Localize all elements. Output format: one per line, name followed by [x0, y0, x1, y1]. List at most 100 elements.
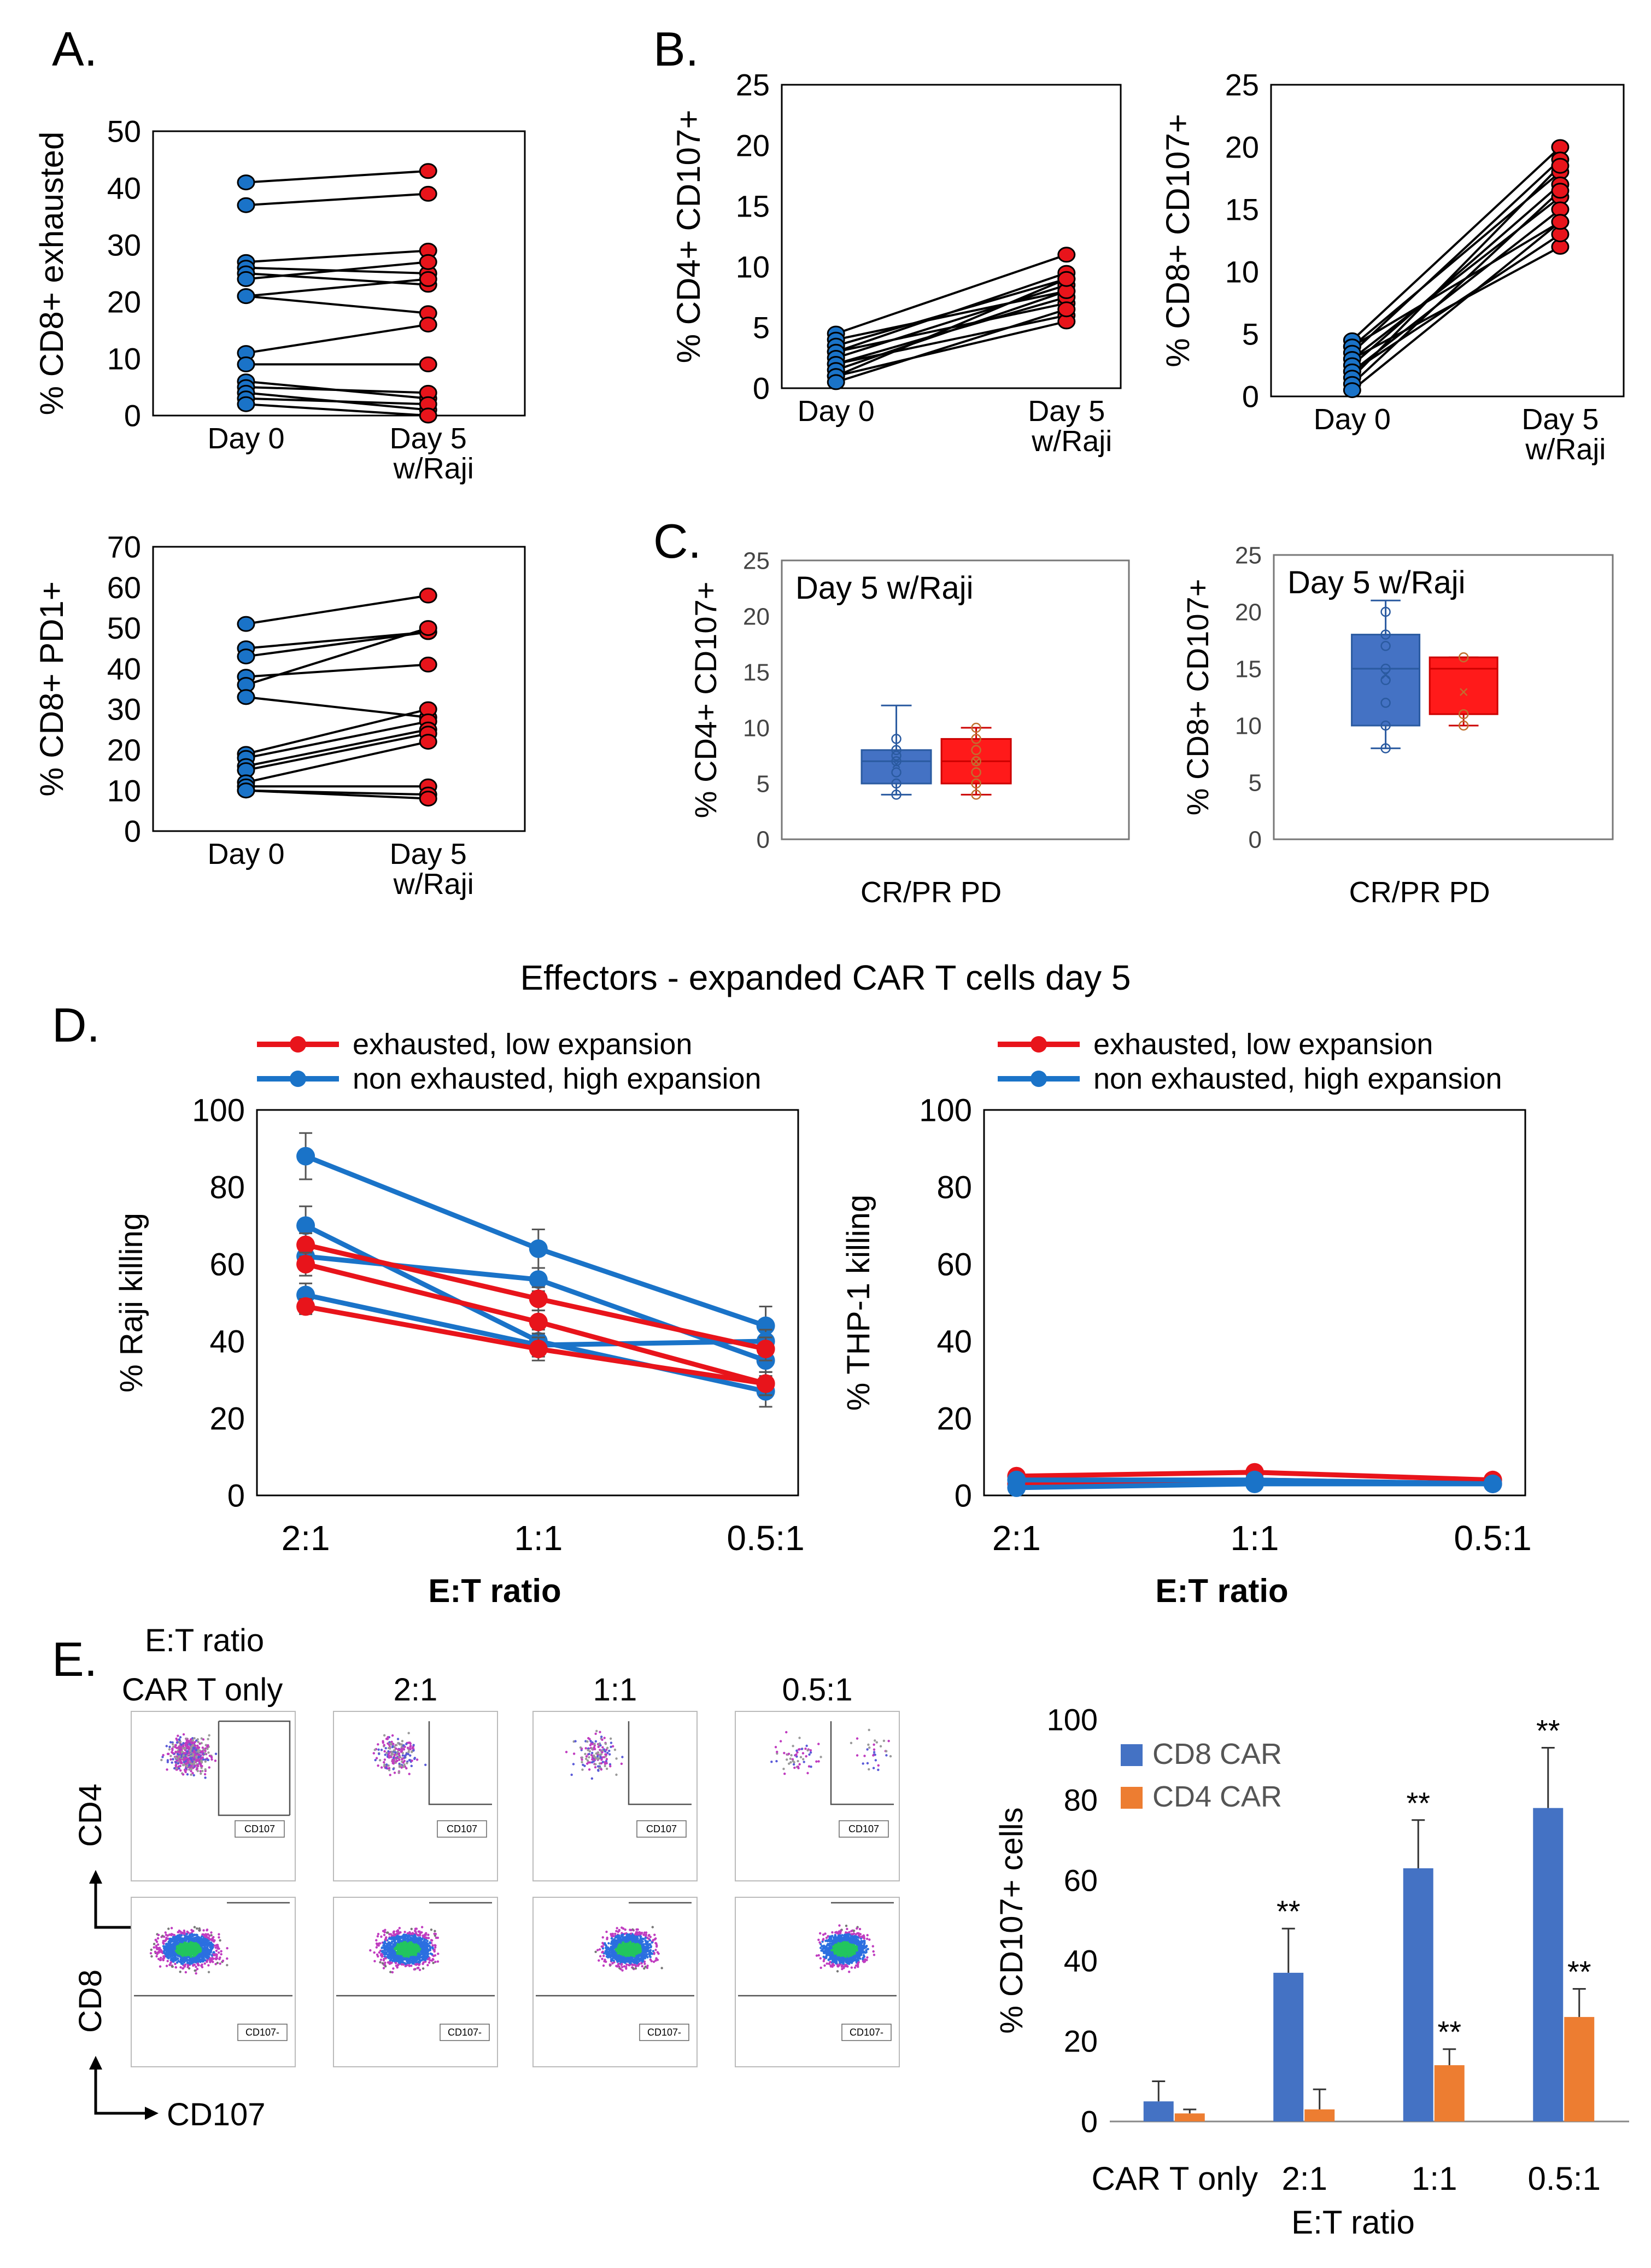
- A_exhausted-pair-line: [245, 272, 429, 286]
- flow-event-dot: [409, 1959, 412, 1962]
- flow-event-dot: [599, 1753, 601, 1756]
- flow-event-dot: [382, 1959, 385, 1962]
- flow-event-dot: [873, 1743, 875, 1746]
- flow-event-dot: [385, 1738, 388, 1740]
- flow-event-dot: [166, 1761, 169, 1763]
- C_cd8-ytick-label: 0: [1249, 826, 1262, 853]
- flow-event-dot: [400, 1743, 403, 1746]
- flow-event-dot: [191, 1948, 194, 1951]
- flow-event-dot: [178, 1767, 180, 1770]
- flow-event-dot: [415, 1962, 419, 1966]
- flow-event-dot: [160, 1758, 163, 1762]
- C_cd8-y-axis-label: % CD8+ CD107+: [1180, 579, 1215, 816]
- flow-event-dot: [407, 1750, 410, 1753]
- flow-event-dot: [654, 1949, 657, 1951]
- flow-event-dot: [208, 1953, 211, 1956]
- flow-event-dot: [206, 1747, 209, 1750]
- flow-event-dot: [620, 1762, 623, 1766]
- flow-event-dot: [191, 1760, 194, 1763]
- flow-event-dot: [162, 1945, 165, 1948]
- flow-event-dot: [214, 1946, 217, 1949]
- flow-event-dot: [803, 1761, 805, 1763]
- flow-gate-label: CD107: [447, 1823, 477, 1834]
- flow-event-dot: [404, 1962, 407, 1966]
- C_cd8-mean-marker: ×: [1459, 682, 1469, 702]
- flow-event-dot: [783, 1751, 786, 1755]
- flow-event-dot: [792, 1763, 795, 1766]
- flow-gate-label-box: [839, 1820, 889, 1838]
- flow-event-dot: [596, 1758, 599, 1761]
- flow-event-dot: [417, 1945, 420, 1948]
- flow-event-dot: [206, 1929, 208, 1932]
- flow-event-dot: [601, 1738, 604, 1741]
- B_cd4-day5-point: [1057, 247, 1076, 263]
- flow-event-dot: [590, 1777, 594, 1780]
- flow-event-dot: [189, 1944, 192, 1948]
- flow-event-dot: [591, 1743, 594, 1745]
- flow-event-dot: [173, 1767, 176, 1770]
- flow-event-dot: [190, 1767, 193, 1770]
- flow-event-dot: [204, 1752, 207, 1755]
- B_cd4-day5-point: [1057, 271, 1076, 287]
- flow-event-dot: [194, 1953, 197, 1956]
- flow-event-dot: [598, 1959, 600, 1962]
- C_cd8-ytick-label: 10: [1235, 712, 1262, 739]
- flow-event-dot: [588, 1761, 592, 1764]
- flow-event-dot: [868, 1746, 871, 1749]
- A_pd1-day0-point: [237, 782, 255, 799]
- B_cd8-pair-line: [1351, 196, 1561, 360]
- flow-event-dot: [204, 1768, 207, 1771]
- A_exhausted-day5-point: [419, 356, 437, 372]
- flow-event-dot: [199, 1938, 202, 1940]
- flow-event-dot: [588, 1752, 590, 1756]
- E_bar-significance-label: **: [1277, 1894, 1301, 1928]
- flow-event-dot: [434, 1946, 437, 1949]
- E_bar-bar-cd8-car: [1273, 1973, 1304, 2121]
- flow-event-dot: [182, 1733, 185, 1736]
- flow-event-dot: [192, 1756, 196, 1759]
- flow-event-dot: [169, 1755, 172, 1757]
- flow-event-dot: [413, 1757, 417, 1760]
- flow-event-dot: [380, 1935, 383, 1938]
- flow-event-dot: [174, 1761, 177, 1764]
- flow-event-dot: [396, 1738, 400, 1740]
- D_thp1-data-point: [1245, 1474, 1264, 1493]
- flow-event-dot: [401, 1947, 403, 1950]
- C_cd4-data-point: [971, 767, 981, 778]
- flow-event-dot: [385, 1948, 388, 1951]
- flow-event-dot: [185, 1741, 188, 1744]
- flow-plot-cd4: CD107: [735, 1711, 900, 1881]
- flow-event-dot: [393, 1930, 396, 1933]
- C_cd4-ytick-label: 15: [743, 659, 770, 686]
- A_exhausted-day0-point: [237, 271, 255, 287]
- flow-event-dot: [171, 1749, 174, 1751]
- D_raji-legend-label: non exhausted, high expansion: [353, 1062, 762, 1095]
- D_thp1-legend-label: non exhausted, high expansion: [1093, 1062, 1502, 1095]
- flow-event-dot: [426, 1939, 429, 1943]
- flow-event-dot: [174, 1966, 177, 1969]
- flow-event-dot: [190, 1951, 193, 1954]
- flow-event-dot: [593, 1743, 596, 1745]
- flow-event-dot: [157, 1933, 160, 1937]
- flow-event-dot: [215, 1953, 218, 1956]
- E_bar-bar-cd8-car: [1533, 1808, 1564, 2121]
- flow-event-dot: [407, 1936, 410, 1938]
- flow-event-dot: [192, 1774, 195, 1777]
- flow-event-dot: [191, 1744, 194, 1747]
- flow-event-dot: [606, 1751, 609, 1755]
- flow-event-dot: [383, 1944, 386, 1947]
- flow-event-dot: [182, 1773, 185, 1776]
- flow-event-dot: [411, 1959, 414, 1962]
- flow-event-dot: [407, 1955, 410, 1958]
- flow-event-dot: [398, 1927, 401, 1930]
- flow-event-dot: [387, 1735, 389, 1739]
- flow-event-dot: [185, 1757, 188, 1760]
- flow-event-dot: [191, 1944, 194, 1947]
- flow-event-dot: [175, 1741, 179, 1744]
- flow-event-dot: [389, 1951, 393, 1954]
- flow-event-dot: [385, 1751, 388, 1755]
- flow-event-dot: [406, 1762, 408, 1764]
- flow-event-dot: [400, 1951, 402, 1954]
- flow-event-dot: [581, 1761, 583, 1763]
- flow-event-dot: [587, 1749, 589, 1751]
